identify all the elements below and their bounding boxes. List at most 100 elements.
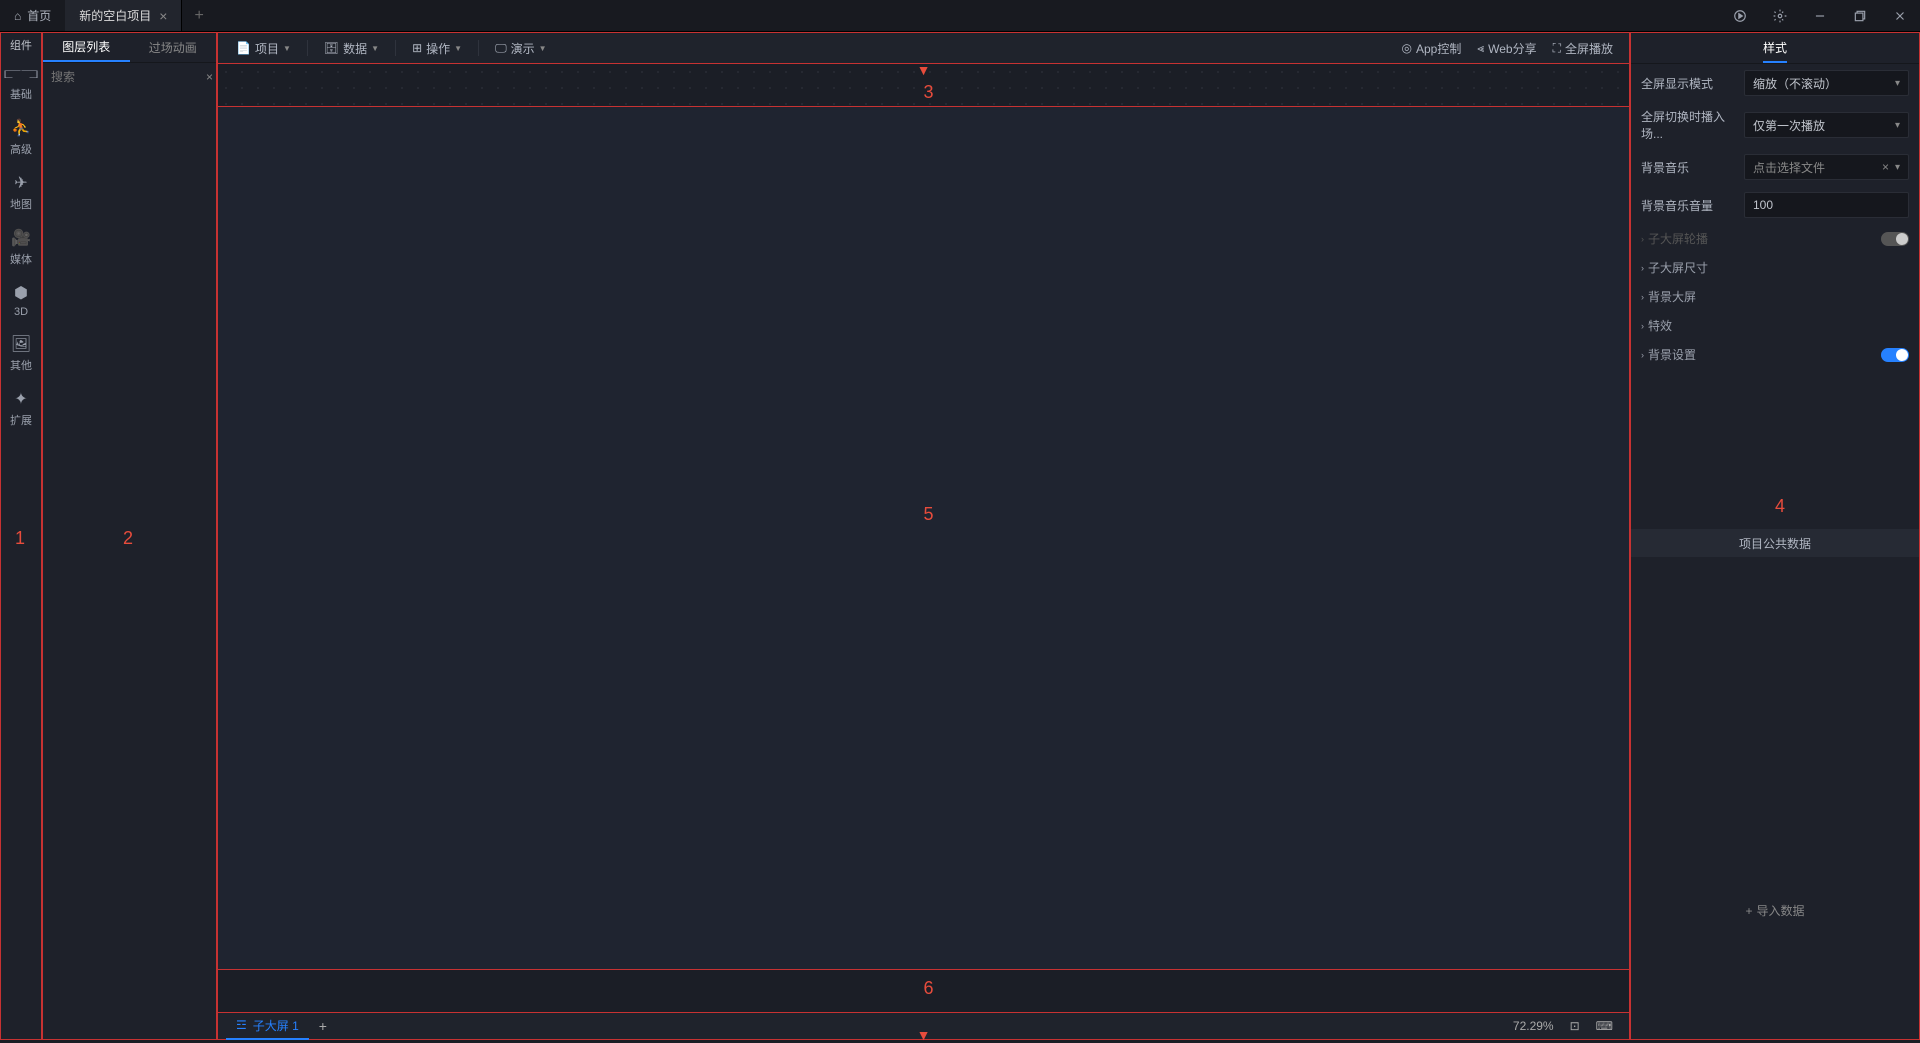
canvas[interactable]: 5 xyxy=(217,106,1630,970)
comp-extend[interactable]: ✦扩展 xyxy=(1,381,41,436)
properties-panel: 样式 全屏显示模式 缩放（不滚动）▾ 全屏切换时播入场... 仅第一次播放▾ 背… xyxy=(1630,32,1920,1040)
chevron-down-icon: ▼ xyxy=(539,44,547,53)
home-label: 首页 xyxy=(27,7,51,24)
components-panel: 组件 ⫍⫎基础 ⛹高级 ✈地图 🎥媒体 ⬢3D 🖼其他 ✦扩展 1 xyxy=(0,32,42,1040)
close-tab-icon[interactable]: × xyxy=(159,8,167,24)
chevron-right-icon: › xyxy=(1641,234,1644,244)
tab-transition-anim[interactable]: 过场动画 xyxy=(130,33,217,62)
bg-volume-label: 背景音乐音量 xyxy=(1641,197,1736,214)
titlebar: ⌂ 首页 新的空白项目 × + xyxy=(0,0,1920,32)
monitor-icon: 🖵 xyxy=(495,41,507,56)
region-5-label: 5 xyxy=(924,504,934,525)
chevron-down-icon: ▾ xyxy=(1895,162,1900,173)
share-icon: ⪡ xyxy=(1477,41,1484,56)
switch-scene-label: 全屏切换时播入场... xyxy=(1641,108,1736,142)
chevron-down-icon: ▼ xyxy=(371,44,379,53)
image-icon: 🖼 xyxy=(11,334,31,354)
carousel-toggle[interactable] xyxy=(1881,232,1909,246)
section-bg-settings[interactable]: ›背景设置 xyxy=(1631,340,1919,369)
subscreen-tab-1[interactable]: ☲ 子大屏 1 xyxy=(226,1013,309,1040)
settings-icon[interactable] xyxy=(1760,0,1800,31)
chevron-right-icon: › xyxy=(1641,350,1644,360)
chevron-right-icon: › xyxy=(1641,292,1644,302)
comp-3d[interactable]: ⬢3D xyxy=(1,275,41,326)
chevron-down-icon: ▼ xyxy=(454,44,462,53)
tab-project[interactable]: 新的空白项目 × xyxy=(65,0,182,31)
add-subscreen-button[interactable]: + xyxy=(309,1014,337,1038)
grid-icon: ⊞ xyxy=(412,41,422,55)
chevron-right-icon: › xyxy=(1641,321,1644,331)
keyboard-icon[interactable]: ⌨ xyxy=(1588,1019,1621,1033)
fullscreen-mode-label: 全屏显示模式 xyxy=(1641,75,1736,92)
map-icon: ✈ xyxy=(14,173,27,193)
region-3-label: 3 xyxy=(924,82,934,103)
region-2-label: 2 xyxy=(123,528,133,549)
fullscreen-button[interactable]: ⛶全屏播放 xyxy=(1547,36,1619,61)
chevron-down-icon: ▾ xyxy=(1895,120,1900,131)
tab-layer-list[interactable]: 图层列表 xyxy=(43,33,130,62)
chart-icon: ⫍⫎ xyxy=(4,65,38,83)
comp-map[interactable]: ✈地图 xyxy=(1,165,41,220)
chevron-down-icon: ▾ xyxy=(1895,78,1900,89)
add-tab-button[interactable]: + xyxy=(182,7,215,25)
comp-advanced[interactable]: ⛹高级 xyxy=(1,110,41,165)
switch-scene-select[interactable]: 仅第一次播放▾ xyxy=(1744,112,1909,138)
layers-icon: ☲ xyxy=(236,1018,247,1032)
web-share-button[interactable]: ⪡Web分享 xyxy=(1471,36,1542,61)
bg-volume-input[interactable]: 100 xyxy=(1744,192,1909,218)
arrow-down-icon: ▼ xyxy=(917,62,931,78)
maximize-icon[interactable] xyxy=(1840,0,1880,31)
section-carousel: ›子大屏轮播 xyxy=(1631,224,1919,253)
arrow-down-icon: ▼ xyxy=(917,1027,931,1043)
tab-home[interactable]: ⌂ 首页 xyxy=(0,0,65,31)
puzzle-icon: ✦ xyxy=(14,389,27,409)
canvas-column: 📄项目▼ 🗄数据▼ ⊞操作▼ 🖵演示▼ ◎App控制 ⪡Web分享 ⛶全屏播放 … xyxy=(217,32,1630,1040)
ruler-top: 3 ▼ xyxy=(217,64,1630,106)
clear-icon[interactable]: × xyxy=(1882,160,1889,174)
region-1-label: 1 xyxy=(15,528,25,549)
layers-panel: 图层列表 过场动画 × 2 xyxy=(42,32,217,1040)
fullscreen-mode-select[interactable]: 缩放（不滚动）▾ xyxy=(1744,70,1909,96)
search-input[interactable] xyxy=(51,70,206,84)
section-subscreen-size[interactable]: ›子大屏尺寸 xyxy=(1631,253,1919,282)
comp-media[interactable]: 🎥媒体 xyxy=(1,220,41,275)
play-icon[interactable] xyxy=(1720,0,1760,31)
section-effects[interactable]: ›特效 xyxy=(1631,311,1919,340)
project-tab-label: 新的空白项目 xyxy=(79,7,151,24)
fullscreen-icon: ⛶ xyxy=(1553,41,1561,56)
section-bg-screen[interactable]: ›背景大屏 xyxy=(1631,282,1919,311)
minimize-icon[interactable] xyxy=(1800,0,1840,31)
clear-search-icon[interactable]: × xyxy=(206,70,213,84)
chevron-right-icon: › xyxy=(1641,263,1644,273)
region-6-label: 6 xyxy=(924,978,934,999)
region-4-label: 4 xyxy=(1775,496,1785,517)
bottom-bar: ☲ 子大屏 1 + 72.29% ⊡ ⌨ ▼ xyxy=(217,1012,1630,1040)
phone-icon: ◎ xyxy=(1401,41,1411,55)
file-icon: 📄 xyxy=(236,41,251,55)
person-icon: ⛹ xyxy=(11,118,31,138)
comp-basic[interactable]: ⫍⫎基础 xyxy=(1,57,41,110)
toolbar-demo[interactable]: 🖵演示▼ xyxy=(487,36,555,61)
bg-music-file-picker[interactable]: 点击选择文件×▾ xyxy=(1744,154,1909,180)
cube-icon: ⬢ xyxy=(14,283,28,303)
zoom-level: 72.29% xyxy=(1513,1019,1554,1033)
public-data-header[interactable]: 项目公共数据 xyxy=(1631,529,1919,557)
comp-other[interactable]: 🖼其他 xyxy=(1,326,41,381)
toolbar-project[interactable]: 📄项目▼ xyxy=(228,36,299,61)
import-data-button[interactable]: +导入数据 xyxy=(1631,902,1919,919)
toolbar-operate[interactable]: ⊞操作▼ xyxy=(404,36,470,61)
toolbar-data[interactable]: 🗄数据▼ xyxy=(316,36,387,61)
canvas-toolbar: 📄项目▼ 🗄数据▼ ⊞操作▼ 🖵演示▼ ◎App控制 ⪡Web分享 ⛶全屏播放 xyxy=(217,32,1630,64)
close-window-icon[interactable] xyxy=(1880,0,1920,31)
chevron-down-icon: ▼ xyxy=(283,44,291,53)
ruler-bottom: 6 xyxy=(217,970,1630,1012)
fit-screen-icon[interactable]: ⊡ xyxy=(1562,1019,1588,1033)
bg-music-label: 背景音乐 xyxy=(1641,159,1736,176)
plus-icon: + xyxy=(1745,904,1752,918)
tab-style[interactable]: 样式 xyxy=(1763,33,1787,63)
app-control-button[interactable]: ◎App控制 xyxy=(1395,36,1467,61)
components-header: 组件 xyxy=(1,33,41,57)
media-icon: 🎥 xyxy=(11,228,31,248)
data-icon: 🗄 xyxy=(324,41,339,55)
bg-settings-toggle[interactable] xyxy=(1881,348,1909,362)
